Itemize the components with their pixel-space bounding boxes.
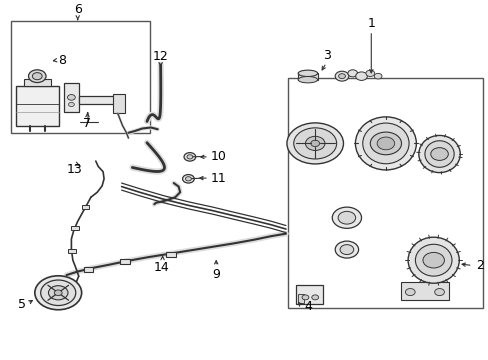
Bar [298, 73, 317, 80]
Bar [83, 267, 93, 272]
Circle shape [376, 137, 394, 150]
Bar [79, 96, 122, 104]
Circle shape [334, 71, 348, 81]
Bar [295, 285, 322, 305]
Circle shape [338, 74, 345, 78]
Bar [64, 83, 79, 112]
Circle shape [339, 245, 353, 255]
Text: 12: 12 [152, 50, 168, 63]
Bar [166, 252, 176, 257]
Circle shape [182, 175, 194, 183]
Circle shape [302, 295, 308, 300]
Text: 8: 8 [58, 54, 66, 67]
Bar [298, 294, 304, 303]
Ellipse shape [407, 237, 458, 283]
Circle shape [331, 207, 361, 228]
Ellipse shape [298, 77, 317, 83]
Ellipse shape [415, 244, 451, 276]
Circle shape [68, 102, 74, 107]
Circle shape [35, 276, 81, 310]
Circle shape [48, 286, 68, 300]
Circle shape [41, 280, 76, 306]
Text: 7: 7 [83, 117, 91, 130]
Circle shape [186, 155, 192, 159]
Text: 2: 2 [475, 259, 483, 272]
Text: 11: 11 [210, 172, 225, 185]
Circle shape [311, 295, 318, 300]
Bar [71, 226, 79, 230]
Circle shape [373, 73, 381, 79]
Text: 4: 4 [304, 301, 311, 314]
Circle shape [422, 252, 444, 268]
Bar [113, 94, 125, 113]
Circle shape [305, 136, 325, 150]
Circle shape [405, 288, 414, 296]
Text: 14: 14 [153, 261, 169, 274]
Ellipse shape [355, 117, 415, 170]
Bar [11, 21, 150, 133]
Text: 10: 10 [210, 150, 226, 163]
Circle shape [185, 177, 191, 181]
Circle shape [183, 153, 195, 161]
Text: 9: 9 [212, 268, 220, 281]
Circle shape [28, 70, 46, 82]
Ellipse shape [418, 135, 459, 172]
Circle shape [67, 95, 75, 100]
Circle shape [430, 148, 447, 161]
Circle shape [369, 132, 401, 155]
Ellipse shape [298, 70, 317, 77]
Text: 13: 13 [67, 163, 82, 176]
Circle shape [365, 70, 374, 77]
Circle shape [286, 123, 343, 164]
Circle shape [54, 290, 62, 296]
Ellipse shape [424, 141, 453, 167]
Bar [120, 259, 130, 264]
Text: 5: 5 [18, 298, 26, 311]
Circle shape [310, 140, 319, 147]
Bar [16, 86, 59, 126]
Text: 3: 3 [323, 49, 331, 62]
Bar [24, 79, 51, 86]
Ellipse shape [362, 123, 408, 164]
Circle shape [334, 241, 358, 258]
Circle shape [32, 73, 42, 80]
Circle shape [293, 128, 336, 159]
Bar [68, 249, 75, 253]
Circle shape [347, 70, 357, 77]
Circle shape [337, 211, 355, 224]
Bar [288, 78, 483, 308]
Text: 6: 6 [74, 3, 81, 16]
Circle shape [434, 288, 444, 296]
Text: 1: 1 [366, 17, 374, 30]
Circle shape [355, 72, 366, 80]
Bar [400, 282, 448, 300]
Bar [81, 205, 89, 209]
